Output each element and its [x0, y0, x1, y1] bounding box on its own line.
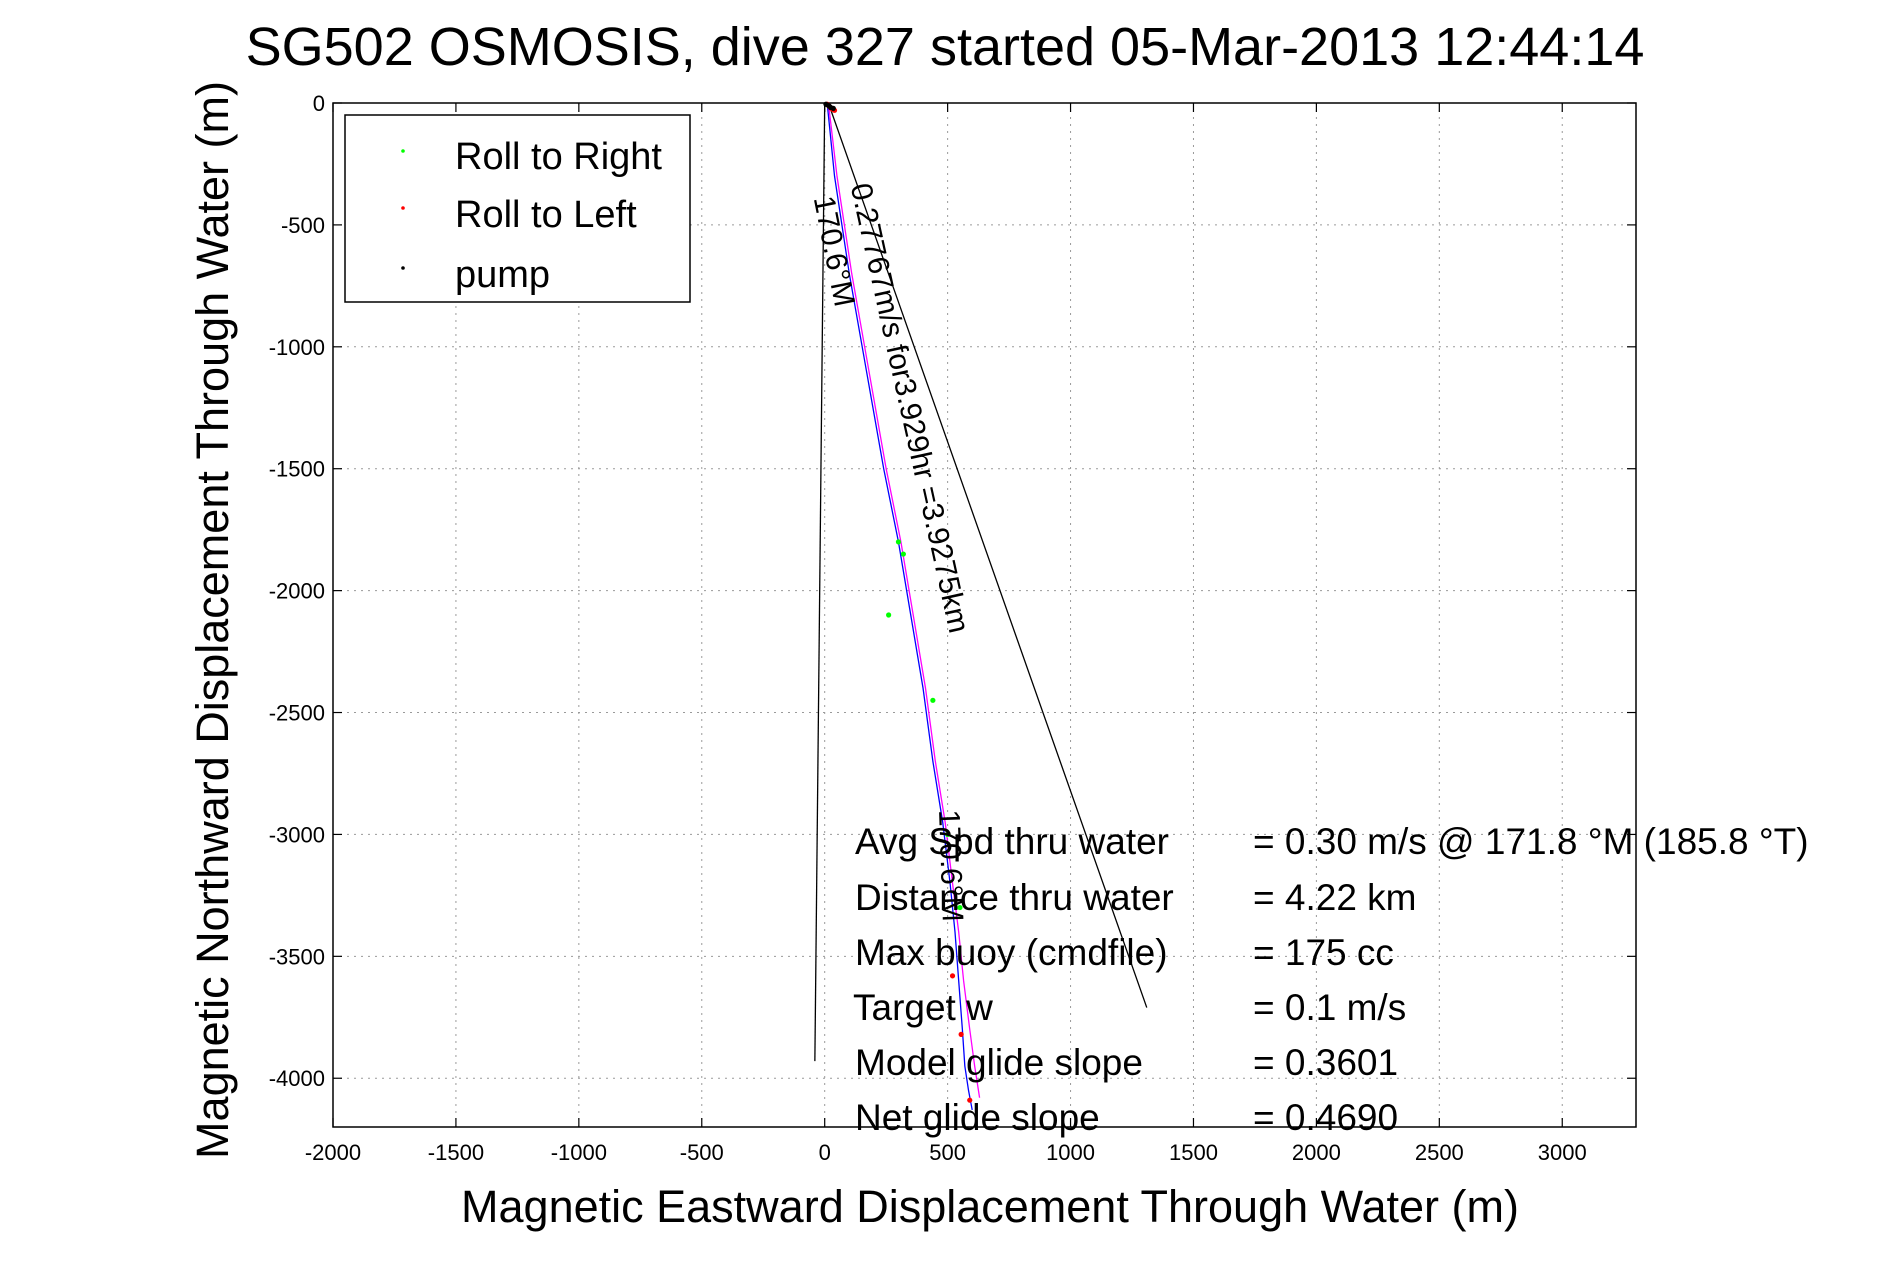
track-line [827, 102, 981, 1098]
x-tick-label: -2000 [305, 1140, 361, 1165]
point-roll-to-right [886, 612, 892, 618]
y-tick-label: -1000 [269, 335, 325, 360]
point-roll-to-left [967, 1097, 973, 1103]
point-roll-to-right [895, 539, 902, 545]
data-series [814, 101, 1148, 1111]
x-tick-label: 0 [819, 1140, 831, 1165]
legend-label-roll-right: Roll to Right [455, 136, 662, 178]
x-tick-label: 2000 [1292, 1140, 1341, 1165]
stat-label-avg-speed: Avg Spd thru water [855, 821, 1169, 862]
x-tick-label: 1000 [1046, 1140, 1095, 1165]
legend-marker-roll-right [401, 149, 405, 153]
plot-area [332, 102, 1637, 1128]
track-annotation: 170.6°M [932, 809, 969, 922]
y-tick-label: -3500 [269, 944, 325, 969]
point-pump [830, 105, 836, 111]
stat-value-target-w: = 0.1 m/s [1253, 987, 1406, 1028]
y-tick-label: 0 [313, 91, 325, 116]
point-roll-to-right [930, 697, 936, 703]
stat-label-distance: Distance thru water [855, 877, 1174, 918]
axis-ticks: -2000 -1500 -1000 -500 0 500 1000 1500 2000 2500 3… [269, 91, 1636, 1165]
y-tick-label: -3000 [269, 822, 325, 847]
grid [332, 102, 1636, 1127]
x-tick-label: -1000 [551, 1140, 607, 1165]
y-tick-label: -1500 [269, 457, 325, 482]
y-tick-label: -2500 [269, 701, 325, 726]
x-tick-label: -500 [680, 1140, 724, 1165]
stat-label-target-w: Target w [853, 987, 993, 1028]
stat-value-avg-speed: = 0.30 m/s @ 171.8 °M (185.8 °T) [1253, 821, 1809, 862]
track-line [826, 102, 973, 1111]
track-line [827, 102, 1148, 1008]
stat-value-distance: = 4.22 km [1253, 877, 1417, 918]
x-tick-label: 1500 [1169, 1140, 1218, 1165]
point-roll-to-right [945, 831, 951, 838]
stat-label-model-glide: Model glide slope [855, 1042, 1143, 1083]
stat-value-max-buoy: = 175 cc [1253, 932, 1394, 973]
y-tick-label: -500 [281, 213, 325, 238]
stat-value-model-glide: = 0.3601 [1253, 1042, 1398, 1083]
point-roll-to-left [958, 1031, 964, 1037]
point-roll-to-left [949, 973, 956, 979]
x-tick-label: 500 [929, 1140, 966, 1165]
legend-marker-pump [401, 266, 405, 270]
point-roll-to-right [957, 904, 963, 911]
track-line [814, 102, 826, 1062]
stat-label-net-glide: Net glide slope [855, 1097, 1100, 1138]
legend: Roll to Right Roll to Left pump [344, 114, 691, 303]
y-tick-label: -4000 [269, 1066, 325, 1091]
dive-statistics: Avg Spd thru water = 0.30 m/s @ 171.8 °M… [853, 821, 1809, 1138]
y-axis-label: Magnetic Northward Displacement Through … [187, 81, 238, 1159]
chart-title: SG502 OSMOSIS, dive 327 started 05-Mar-2… [246, 17, 1645, 77]
legend-label-pump: pump [455, 254, 550, 296]
x-tick-label: -1500 [428, 1140, 484, 1165]
point-roll-to-right [900, 551, 906, 557]
stat-value-net-glide: = 0.4690 [1253, 1097, 1398, 1138]
x-tick-label: 2500 [1415, 1140, 1464, 1165]
y-tick-label: -2000 [269, 579, 325, 604]
stat-label-max-buoy: Max buoy (cmdfile) [855, 932, 1168, 973]
legend-label-roll-left: Roll to Left [455, 194, 637, 236]
x-axis-label: Magnetic Eastward Displacement Through W… [461, 1181, 1519, 1232]
legend-marker-roll-left [401, 206, 405, 210]
x-tick-label: 3000 [1538, 1140, 1587, 1165]
